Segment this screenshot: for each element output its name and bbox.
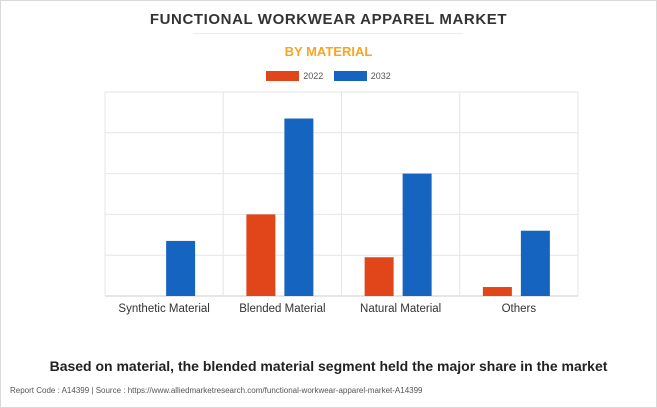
bar-2032-synthetic-material	[166, 240, 196, 296]
legend-label-2032: 2032	[370, 71, 391, 81]
chart-legend: 2022 2032	[0, 71, 657, 83]
legend-item-2022: 2022	[266, 71, 323, 81]
chart-caption: Based on material, the blended material …	[49, 358, 608, 374]
chart-title: FUNCTIONAL WORKWEAR APPAREL MARKET	[149, 11, 508, 28]
legend-swatch-2022	[266, 71, 300, 81]
legend-label-2022: 2022	[303, 71, 324, 81]
bar-2032-blended-material	[284, 118, 314, 297]
x-tick-label: Others	[502, 303, 537, 315]
bar-2032-others	[520, 230, 550, 296]
title-divider	[193, 33, 463, 34]
chart-subtitle: BY MATERIAL	[284, 44, 373, 59]
legend-swatch-2032	[333, 71, 367, 81]
bar-2022-natural-material	[364, 257, 394, 296]
bar-2032-natural-material	[402, 173, 432, 296]
bar-2022-blended-material	[246, 214, 276, 296]
x-tick-label: Natural Material	[360, 303, 441, 315]
legend-item-2032: 2032	[333, 71, 391, 81]
x-tick-label: Synthetic Material	[118, 303, 209, 315]
x-tick-label: Blended Material	[239, 303, 325, 315]
bar-2022-others	[482, 287, 512, 296]
report-footer: Report Code : A14399 | Source : https://…	[10, 386, 423, 395]
